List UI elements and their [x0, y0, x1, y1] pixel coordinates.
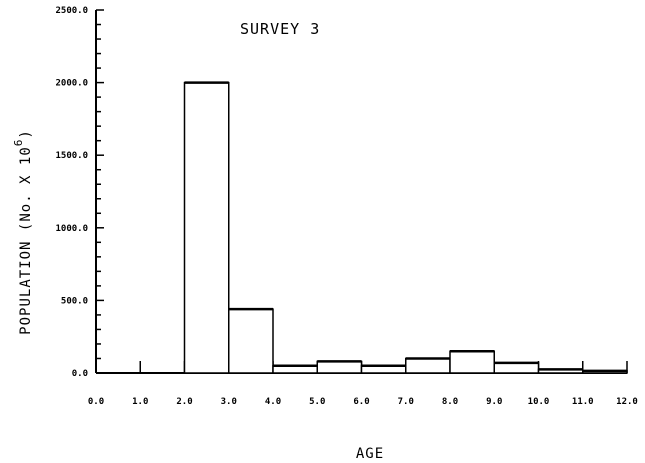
axes: [95, 10, 627, 374]
x-tick-label: 7.0: [398, 397, 414, 407]
y-tick-label: 1500.0: [55, 151, 88, 161]
x-tick-label: 9.0: [486, 397, 502, 407]
x-tick-label: 6.0: [353, 397, 369, 407]
x-tick-label: 0.0: [88, 397, 104, 407]
chart-title: SURVEY 3: [240, 20, 320, 38]
y-axis-label-close: ): [18, 129, 34, 138]
y-tick-label: 2000.0: [55, 79, 88, 89]
x-tick-label: 10.0: [528, 397, 550, 407]
y-axis-label-exponent: 6: [12, 139, 25, 147]
x-tick-label: 4.0: [265, 397, 281, 407]
x-tick-label: 12.0: [616, 397, 638, 407]
y-tick-label: 0.0: [72, 369, 88, 379]
bar: [316, 360, 363, 374]
y-tick-label: 2500.0: [55, 6, 88, 16]
y-axis-label-main: POPULATION (No. X 10: [18, 146, 34, 335]
y-axis-label-group: POPULATION (No. X 106): [12, 129, 34, 335]
x-tick-label: 3.0: [221, 397, 237, 407]
bar: [449, 350, 495, 374]
y-ticks: 0.0 500.0 1000.0 1500.0 2000.0 2500.0: [55, 6, 104, 379]
x-tick-label: 11.0: [572, 397, 594, 407]
x-tick-label: 2.0: [176, 397, 192, 407]
x-axis-label: AGE: [356, 446, 384, 462]
x-tick-label: 5.0: [309, 397, 325, 407]
bar: [405, 357, 451, 374]
y-tick-label: 500.0: [61, 296, 88, 306]
x-tick-label: 8.0: [442, 397, 458, 407]
x-tick-label: 1.0: [132, 397, 148, 407]
y-tick-label: 1000.0: [55, 224, 88, 234]
bars: [183, 81, 628, 374]
bar: [183, 81, 230, 374]
y-axis-label: POPULATION (No. X 106): [12, 129, 34, 335]
bar: [493, 362, 540, 374]
bar: [228, 308, 274, 374]
